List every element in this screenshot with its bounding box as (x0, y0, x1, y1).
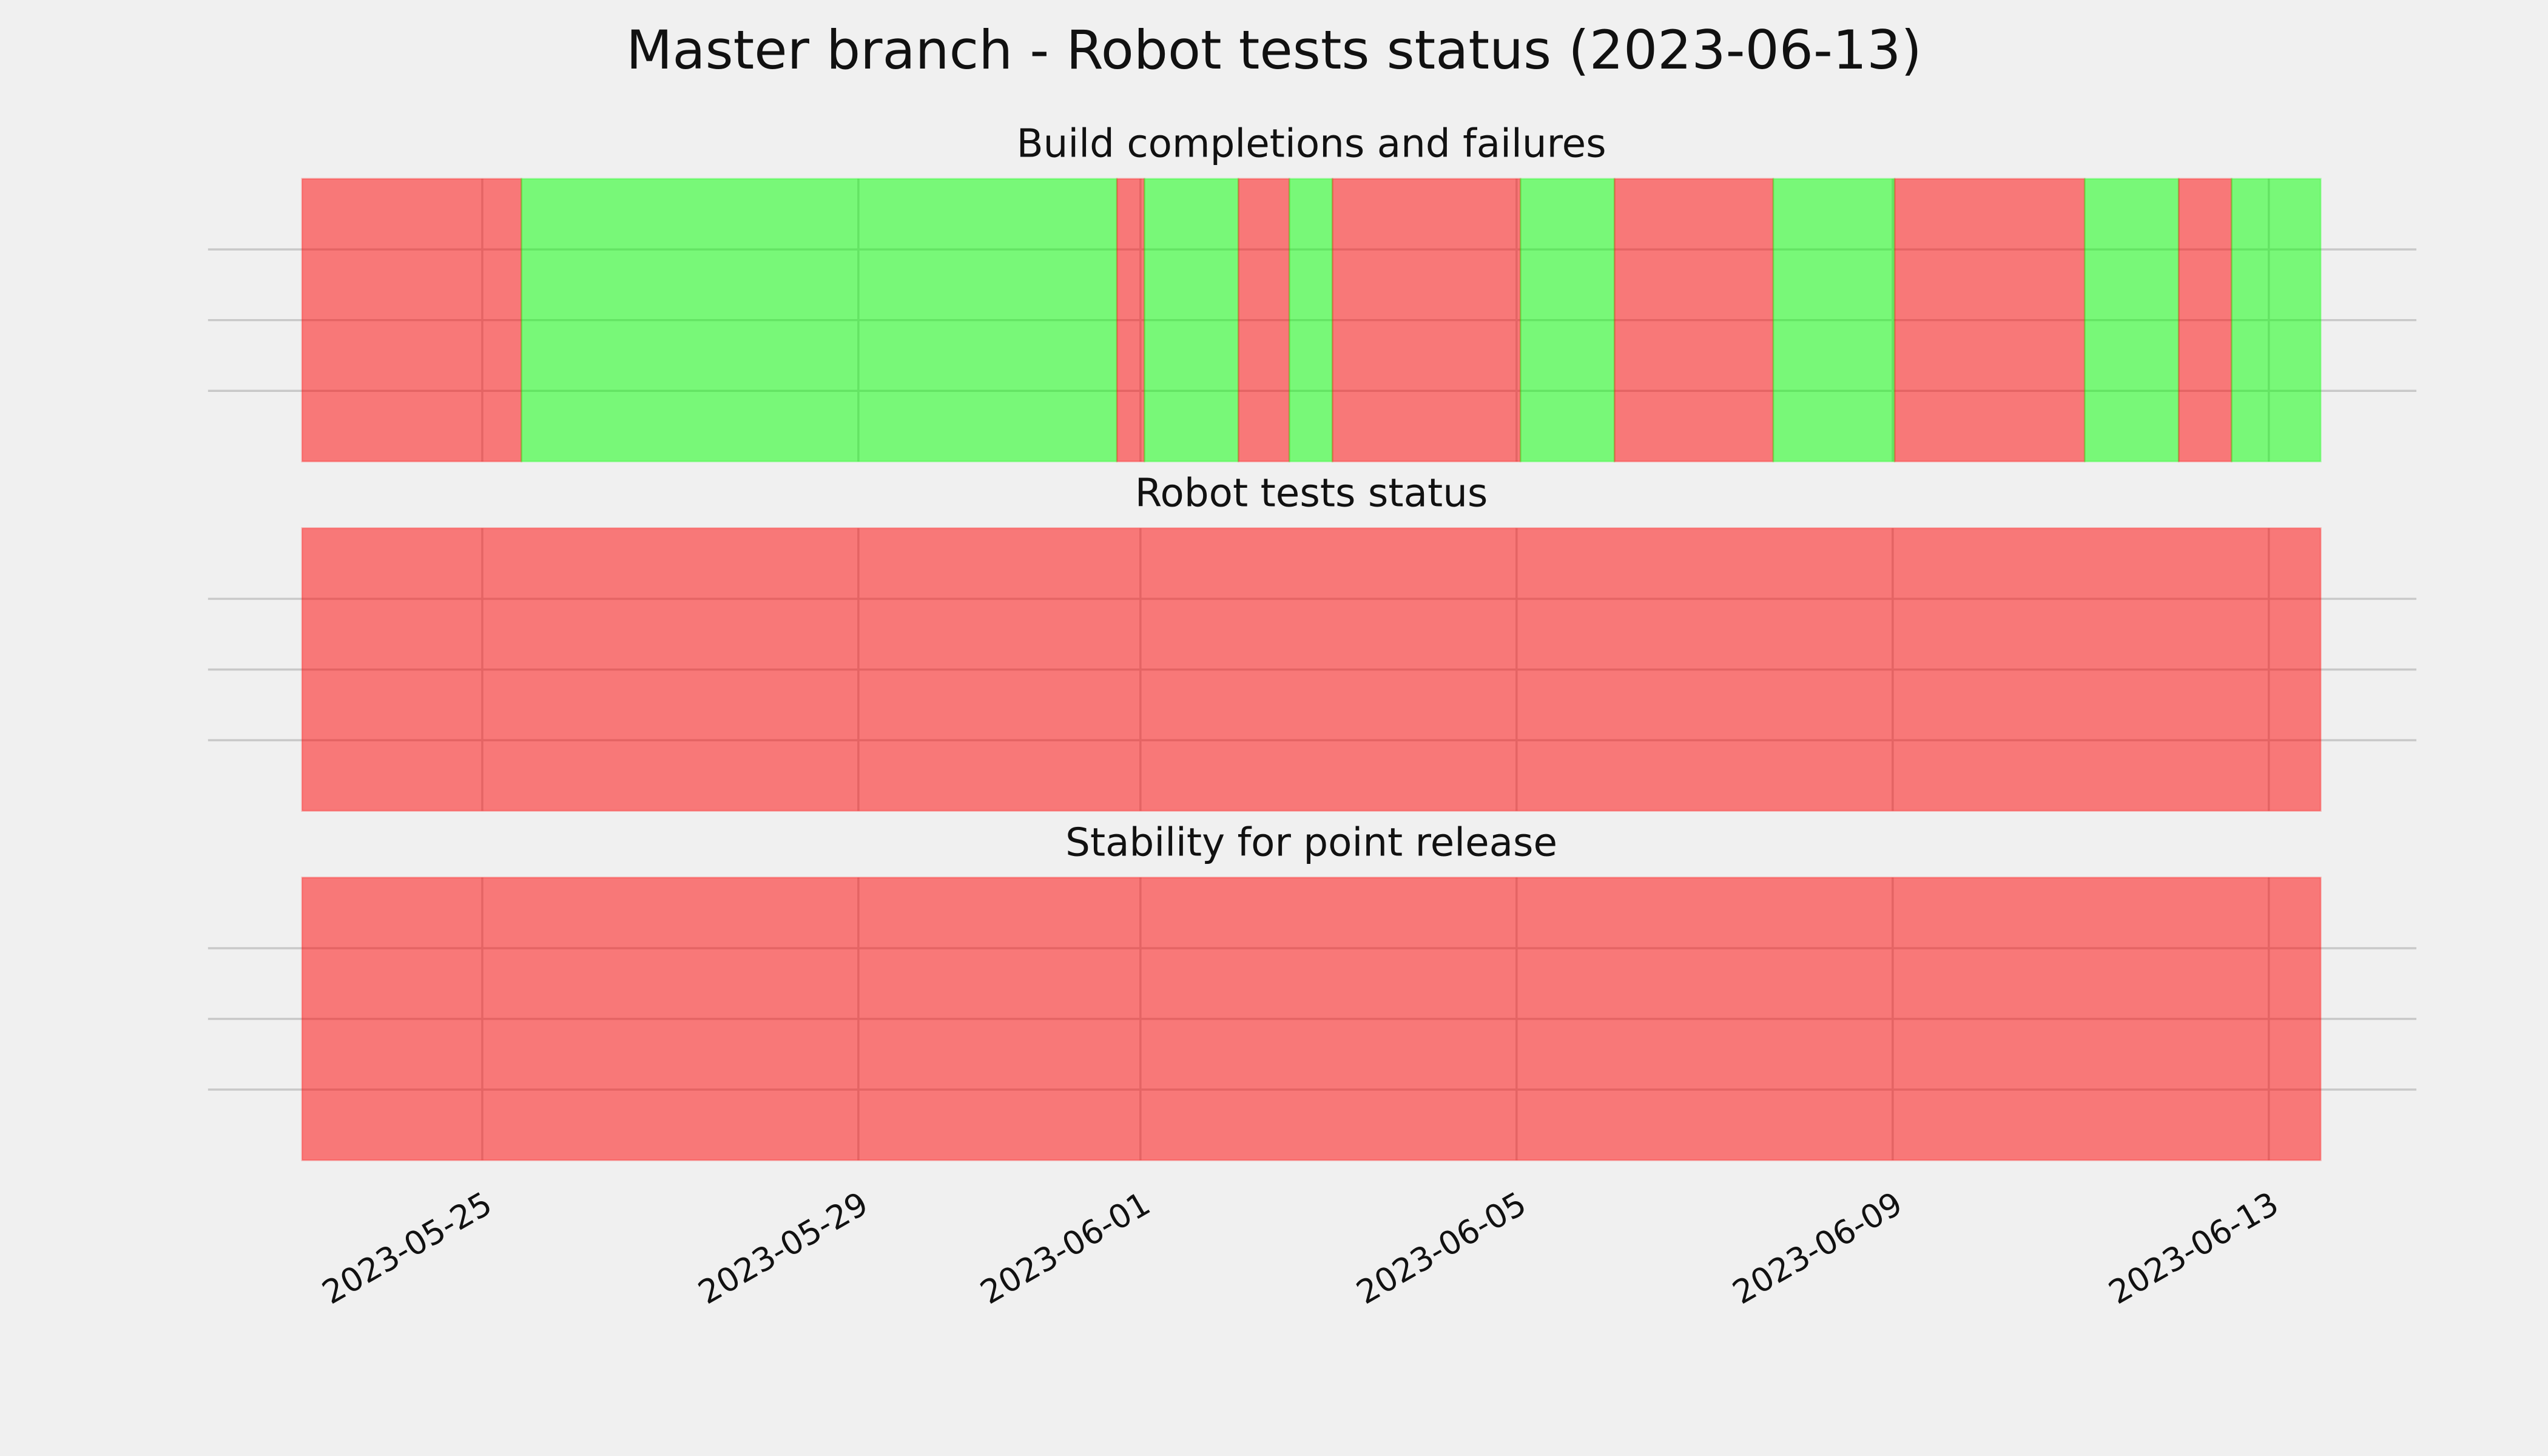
x-tick-label: 2023-06-09 (1726, 1184, 1909, 1312)
status-span (1893, 178, 2086, 463)
status-span (1331, 178, 1522, 463)
status-span (1613, 178, 1774, 463)
panel-title: Robot tests status (1135, 471, 1488, 516)
x-tick-label: 2023-06-01 (974, 1184, 1156, 1312)
x-tick-label: 2023-06-13 (2102, 1184, 2285, 1312)
status-span (301, 178, 522, 463)
x-tick-label: 2023-05-29 (692, 1184, 874, 1312)
panel-title: Stability for point release (1065, 820, 1557, 865)
status-span (2083, 178, 2180, 463)
status-span (521, 178, 1118, 463)
status-span (301, 527, 2322, 812)
chart-title: Master branch - Robot tests status (2023… (626, 19, 1922, 81)
status-span (301, 877, 2322, 1161)
x-tick-label: 2023-06-05 (1350, 1184, 1532, 1312)
x-tick-label: 2023-05-25 (315, 1184, 498, 1312)
status-span (1143, 178, 1239, 463)
status-span (1116, 178, 1145, 463)
status-span (1237, 178, 1290, 463)
panel-title: Build completions and failures (1017, 121, 1606, 167)
status-span (1288, 178, 1333, 463)
status-span (2177, 178, 2233, 463)
status-span (1772, 178, 1896, 463)
status-span (1519, 178, 1616, 463)
status-span (2231, 178, 2322, 463)
